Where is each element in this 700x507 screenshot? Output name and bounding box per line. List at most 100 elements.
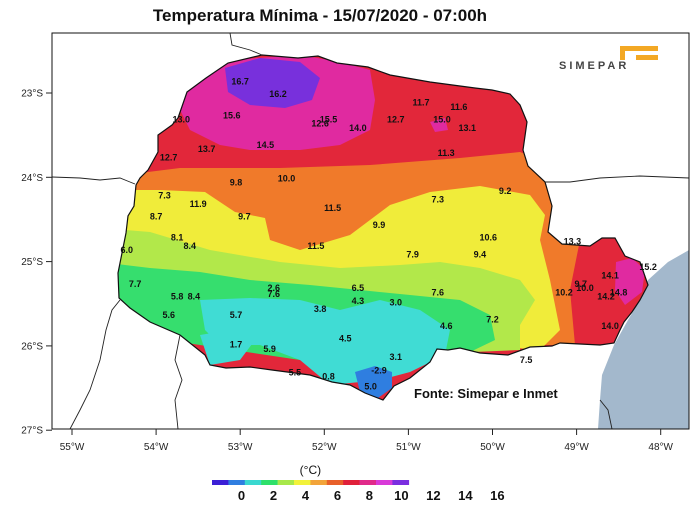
- colorbar-swatch: [261, 480, 278, 485]
- station-temp-label: 9.2: [499, 186, 512, 196]
- station-temp-label: 7.6: [268, 289, 281, 299]
- station-temp-label: 7.6: [432, 287, 445, 297]
- station-temp-label: 8.4: [188, 292, 201, 302]
- station-temp-label: 5.5: [289, 367, 302, 377]
- station-temp-label: 1.7: [230, 340, 243, 350]
- lon-tick-label: 51°W: [396, 442, 421, 453]
- station-temp-label: 10.0: [278, 174, 296, 184]
- station-temp-label: 14.2: [597, 292, 615, 302]
- colorbar-tick-label: 14: [458, 488, 473, 503]
- lat-tick-label: 24°S: [21, 173, 43, 184]
- station-temp-label: 15.0: [433, 115, 451, 125]
- station-temp-label: 14.8: [610, 287, 628, 297]
- station-temp-label: 14.1: [601, 271, 619, 281]
- station-temp-label: 15.5: [320, 115, 338, 125]
- station-temp-label: 16.7: [231, 77, 249, 87]
- axis-ticks: 55°W 54°W 53°W 52°W 51°W 50°W 49°W 48°W 23°S 24°S…: [21, 89, 673, 454]
- station-temp-label: 5.6: [162, 310, 175, 320]
- lon-tick-label: 52°W: [312, 442, 337, 453]
- station-temp-label: 5.8: [171, 292, 184, 302]
- station-temp-label: 3.8: [314, 304, 327, 314]
- map-title: Temperatura Mínima - 15/07/2020 - 07:00h: [152, 6, 488, 25]
- station-temp-label: 11.7: [412, 98, 429, 108]
- station-temp-label: 15.2: [639, 262, 657, 272]
- station-temp-label: 7.9: [406, 249, 419, 259]
- colorbar-swatch: [244, 480, 262, 485]
- neighbour-borders: [52, 33, 689, 429]
- colorbar-swatch: [294, 480, 311, 485]
- lon-tick-label: 48°W: [648, 442, 673, 453]
- ocean: [598, 250, 689, 429]
- station-temp-label: 14.0: [349, 123, 367, 133]
- station-temp-label: 7.5: [520, 355, 533, 365]
- colorbar-tick-label: 16: [490, 488, 504, 503]
- station-labels: 16.7 16.2 13.0 15.6 12.615.5 14.0 12.7 11.7 11.6…: [120, 77, 656, 392]
- station-temp-label: 13.7: [198, 144, 216, 154]
- colorbar-swatch: [326, 480, 344, 485]
- colorbar-swatch: [359, 480, 377, 485]
- station-temp-label: 5.0: [364, 382, 377, 392]
- station-temp-label: 11.5: [324, 203, 341, 213]
- station-temp-label: 5.7: [230, 310, 243, 320]
- station-temp-label: 12.6: [311, 119, 329, 129]
- lon-tick-label: 55°W: [60, 442, 85, 453]
- simepar-logo: SIMEPAR: [559, 46, 658, 72]
- colorbar-unit: (°C): [300, 463, 321, 477]
- station-temp-label: 2.6: [268, 283, 281, 293]
- lon-tick-label: 53°W: [228, 442, 253, 453]
- station-temp-label: 9.7: [575, 279, 588, 289]
- station-temp-label: 6.0: [120, 245, 133, 255]
- station-temp-label: 13.3: [564, 237, 582, 247]
- station-temp-label: 9.8: [230, 178, 243, 188]
- station-temp-label: 14.0: [601, 321, 619, 331]
- station-temp-label: 9.9: [373, 220, 386, 230]
- station-temp-label: 7.7: [129, 279, 142, 289]
- map-frame: [51, 32, 690, 430]
- station-temp-label: 4.5: [339, 334, 352, 344]
- colorbar-swatch: [212, 480, 229, 485]
- station-temp-label: 7.2: [486, 314, 499, 324]
- station-temp-label: 8.7: [150, 211, 163, 221]
- state-border: [117, 54, 649, 401]
- colorbar-swatch: [376, 480, 393, 485]
- colorbar-tick-label: 8: [366, 488, 373, 503]
- station-temp-label: 12.7: [160, 152, 178, 162]
- station-temp-label: 0.8: [322, 372, 335, 382]
- station-temp-label: 11.3: [438, 148, 455, 158]
- lat-tick-label: 23°S: [21, 89, 43, 100]
- lon-tick-label: 50°W: [480, 442, 505, 453]
- station-temp-label: 6.5: [352, 283, 365, 293]
- station-temp-label: 3.1: [390, 352, 403, 362]
- colorbar-tick-label: 2: [270, 488, 277, 503]
- station-temp-label: 13.1: [459, 123, 477, 133]
- colorbar-swatch: [228, 480, 246, 485]
- station-temp-label: 10.6: [480, 233, 498, 243]
- station-temp-label: 9.7: [238, 211, 251, 221]
- station-temp-label: 7.3: [158, 190, 171, 200]
- station-temp-label: 14.5: [257, 140, 275, 150]
- station-temp-label: 16.2: [269, 89, 287, 99]
- lat-tick-label: 25°S: [21, 257, 43, 268]
- station-temp-label: 8.1: [171, 233, 184, 243]
- station-temp-label: 4.3: [352, 296, 365, 306]
- station-temp-label: 7.3: [432, 195, 445, 205]
- colorbar-tick-label: 4: [302, 488, 310, 503]
- station-temp-label: 8.4: [183, 241, 196, 251]
- source-note: Fonte: Simepar e Inmet: [414, 386, 558, 401]
- colorbar-tick-label: 12: [426, 488, 440, 503]
- station-temp-label: 9.4: [474, 249, 487, 259]
- station-temp-label: 13.0: [173, 115, 191, 125]
- colorbar-tick-label: 10: [394, 488, 408, 503]
- station-temp-label: 10.0: [576, 283, 594, 293]
- lon-tick-label: 54°W: [144, 442, 169, 453]
- lat-tick-label: 27°S: [21, 426, 43, 437]
- lon-tick-label: 49°W: [564, 442, 589, 453]
- colorbar-swatch: [392, 480, 410, 485]
- colorbar-tick-label: 0: [238, 488, 245, 503]
- station-temp-label: 11.9: [190, 199, 207, 209]
- colorbar-swatch: [310, 480, 328, 485]
- station-temp-label: 12.7: [387, 115, 405, 125]
- station-temp-label: 10.2: [555, 287, 573, 297]
- colorbar-tick-label: 6: [334, 488, 341, 503]
